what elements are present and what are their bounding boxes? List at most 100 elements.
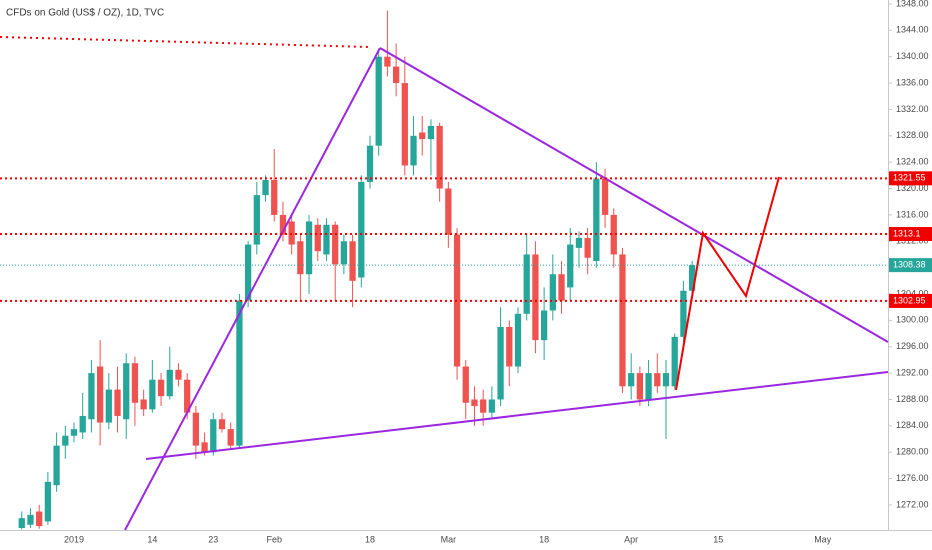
candle-body: [549, 274, 556, 311]
projection-path: [675, 176, 780, 391]
y-tick-label: 1300.00: [896, 315, 929, 325]
candle-body: [149, 379, 156, 410]
candle-body: [584, 237, 591, 258]
lower-trendline: [145, 371, 889, 460]
candle-body: [471, 399, 478, 407]
x-tick-label: 23: [208, 534, 218, 544]
candle-body: [392, 66, 400, 84]
candle-body: [366, 145, 374, 182]
candle-body: [140, 399, 147, 410]
candle-body: [610, 214, 617, 255]
x-tick-label: May: [814, 534, 832, 544]
candle-body: [27, 514, 34, 525]
candle-body: [105, 389, 112, 423]
candle-body: [123, 363, 130, 420]
candle-body: [628, 373, 635, 387]
candle-body: [297, 241, 304, 275]
candle-body: [218, 419, 226, 430]
x-tick-label: 15: [713, 534, 723, 544]
price-label-box: [889, 258, 932, 273]
y-tick-label: 1284.00: [896, 420, 929, 430]
candle-body: [540, 310, 548, 341]
x-tick-label: Apr: [624, 534, 638, 544]
price-label-box: [889, 293, 932, 308]
y-tick-label: 1344.00: [896, 25, 929, 35]
y-tick-label: 1320.00: [896, 183, 929, 193]
support-trendline: [124, 47, 381, 531]
candle-body: [262, 179, 269, 196]
price-label: 1308.38: [893, 260, 926, 270]
candle-body: [36, 511, 43, 527]
candle-body: [671, 336, 678, 387]
candle-body: [445, 188, 452, 235]
candle-body: [279, 214, 287, 235]
candle-body: [175, 369, 182, 380]
candle-body: [88, 373, 95, 420]
candle-body: [358, 181, 365, 278]
candle-body: [201, 442, 208, 453]
y-tick-label: 1340.00: [896, 51, 929, 61]
candle-body: [688, 265, 696, 291]
candle-body: [332, 224, 339, 265]
price-label: 1313.1: [893, 228, 921, 238]
candle-body: [236, 300, 243, 446]
candle-body: [305, 221, 313, 275]
candle-body: [506, 326, 513, 367]
candle-body: [192, 412, 200, 446]
candle-body: [514, 313, 522, 367]
y-tick-label: 1272.00: [896, 499, 929, 509]
x-tick-label: Feb: [266, 534, 282, 544]
candle-body: [114, 389, 121, 416]
x-tick-label: Mar: [441, 534, 457, 544]
candle-body: [558, 274, 565, 301]
candle-body: [436, 125, 443, 189]
y-tick-label: 1276.00: [896, 473, 929, 483]
candle-body: [79, 415, 86, 433]
candle-body: [375, 56, 382, 146]
y-tick-label: 1304.00: [896, 288, 929, 298]
candle-body: [131, 363, 139, 403]
x-tick-label: 18: [365, 534, 375, 544]
y-tick-label: 1348.00: [896, 0, 929, 8]
y-tick-label: 1296.00: [896, 341, 929, 351]
candle-body: [271, 179, 278, 215]
price-label-box: [889, 171, 932, 186]
y-tick-label: 1324.00: [896, 157, 929, 167]
candle-body: [619, 254, 626, 387]
candle-body: [497, 326, 504, 400]
candle-body: [453, 234, 461, 367]
y-tick-label: 1316.00: [896, 209, 929, 219]
y-tick-label: 1336.00: [896, 77, 929, 87]
candle-body: [601, 178, 609, 215]
candle-body: [575, 237, 583, 248]
candle-body: [314, 224, 321, 252]
resistance-trendline: [379, 47, 889, 343]
y-tick-label: 1288.00: [896, 394, 929, 404]
candle-body: [253, 195, 260, 245]
candle-body: [44, 481, 52, 522]
candle-body: [480, 399, 487, 413]
price-label: 1302.95: [893, 295, 926, 305]
drawings: [0, 36, 889, 531]
candle-body: [62, 435, 69, 446]
price-label-box: [889, 227, 932, 242]
chart-title: CFDs on Gold (US$ / OZ), 1D, TVC: [6, 8, 164, 19]
candle-body: [488, 399, 496, 413]
candle-body: [532, 254, 539, 341]
candle-body: [567, 244, 574, 288]
candle-body: [227, 429, 234, 446]
candle-body: [340, 241, 348, 265]
candle-body: [462, 366, 469, 403]
candle-body: [157, 379, 165, 397]
candle-body: [645, 373, 652, 400]
candle-body: [401, 83, 408, 166]
price-label: 1321.55: [893, 173, 926, 183]
candle-body: [419, 132, 426, 140]
candle-body: [70, 429, 78, 436]
candle-body: [636, 373, 644, 400]
y-tick-label: 1292.00: [896, 367, 929, 377]
candle-body: [18, 518, 25, 529]
candle-body: [96, 366, 104, 423]
